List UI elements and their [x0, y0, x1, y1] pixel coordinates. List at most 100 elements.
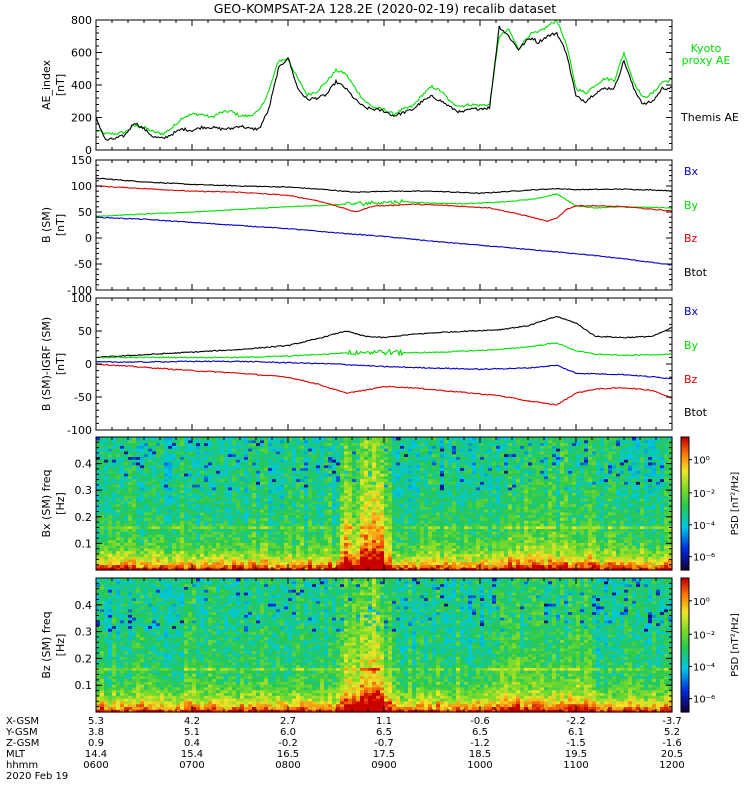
heatmap-cell	[272, 539, 277, 543]
heatmap-cell	[112, 556, 117, 560]
heatmap-cell	[388, 453, 393, 457]
heatmap-cell	[208, 473, 213, 477]
heatmap-cell	[268, 561, 273, 566]
heatmap-cell	[396, 461, 401, 466]
heatmap-cell	[428, 478, 433, 482]
heatmap-cell	[464, 489, 469, 494]
heatmap-cell	[232, 533, 237, 538]
heatmap-cell	[396, 459, 401, 463]
heatmap-cell	[252, 453, 257, 457]
heatmap-cell	[96, 478, 101, 482]
heatmap-cell	[244, 475, 249, 480]
heatmap-cell	[232, 453, 237, 457]
heatmap-cell	[264, 561, 269, 566]
heatmap-cell	[448, 500, 453, 505]
heatmap-cell	[196, 442, 201, 446]
heatmap-cell	[416, 550, 421, 554]
heatmap-cell	[152, 497, 157, 502]
heatmap-cell	[444, 459, 449, 463]
heatmap-cell	[428, 517, 433, 521]
heatmap-cell	[320, 478, 325, 482]
heatmap-cell	[424, 561, 429, 566]
heatmap-cell	[236, 439, 241, 444]
heatmap-cell	[356, 561, 361, 566]
heatmap-cell	[392, 509, 397, 513]
heatmap-cell	[396, 525, 401, 530]
heatmap-cell	[452, 547, 457, 552]
heatmap-cell	[108, 475, 113, 480]
heatmap-cell	[288, 506, 293, 510]
heatmap-cell	[240, 542, 245, 546]
heatmap-cell	[420, 442, 425, 446]
heatmap-cell	[288, 478, 293, 482]
heatmap-cell	[216, 467, 221, 471]
heatmap-cell	[252, 497, 257, 502]
heatmap-cell	[280, 481, 285, 485]
heatmap-cell	[344, 486, 349, 491]
heatmap-cell	[400, 445, 405, 449]
heatmap-cell	[344, 470, 349, 474]
heatmap-cell	[252, 509, 257, 513]
heatmap-cell	[168, 489, 173, 494]
heatmap-cell	[444, 437, 449, 441]
heatmap-cell	[96, 470, 101, 474]
heatmap-cell	[184, 525, 189, 530]
heatmap-cell	[296, 467, 301, 471]
heatmap-cell	[400, 556, 405, 560]
heatmap-cell	[364, 473, 369, 477]
heatmap-cell	[128, 448, 133, 452]
heatmap-cell	[128, 459, 133, 463]
heatmap-cell	[364, 442, 369, 446]
heatmap-cell	[240, 556, 245, 560]
heatmap-cell	[208, 506, 213, 510]
heatmap-cell	[328, 495, 333, 499]
heatmap-cell	[272, 522, 277, 527]
heatmap-cell	[160, 517, 165, 521]
heatmap-cell	[288, 556, 293, 560]
heatmap-cell	[200, 542, 205, 546]
heatmap-cell	[252, 545, 257, 549]
heatmap-cell	[364, 553, 369, 557]
heatmap-cell	[376, 503, 381, 507]
heatmap-cell	[376, 509, 381, 513]
heatmap-cell	[384, 558, 389, 563]
heatmap-cell	[164, 539, 169, 543]
heatmap-cell	[384, 475, 389, 480]
heatmap-cell	[284, 464, 289, 469]
heatmap-cell	[152, 437, 157, 441]
heatmap-cell	[472, 533, 477, 538]
heatmap-cell	[212, 509, 217, 513]
heatmap-cell	[120, 553, 125, 557]
heatmap-cell	[356, 517, 361, 521]
heatmap-cell	[200, 459, 205, 463]
heatmap-cell	[348, 511, 353, 516]
heatmap-cell	[168, 558, 173, 563]
heatmap-cell	[168, 539, 173, 543]
heatmap-cell	[412, 445, 417, 449]
heatmap-cell	[304, 445, 309, 449]
heatmap-cell	[284, 517, 289, 521]
heatmap-cell	[320, 531, 325, 535]
heatmap-cell	[168, 467, 173, 471]
y-tick-label: 150	[71, 154, 92, 167]
heatmap-cell	[240, 528, 245, 532]
heatmap-cell	[360, 456, 365, 460]
heatmap-cell	[268, 492, 273, 496]
heatmap-cell	[108, 459, 113, 463]
heatmap-cell	[104, 492, 109, 496]
heatmap-cell	[312, 542, 317, 546]
heatmap-cell	[440, 553, 445, 557]
heatmap-cell	[324, 473, 329, 477]
heatmap-cell	[260, 547, 265, 552]
heatmap-cell	[100, 533, 105, 538]
heatmap-cell	[224, 497, 229, 502]
heatmap-cell	[252, 517, 257, 521]
heatmap-cell	[136, 497, 141, 502]
heatmap-cell	[264, 475, 269, 480]
heatmap-cell	[364, 511, 369, 516]
series-btot	[96, 177, 672, 195]
heatmap-cell	[376, 497, 381, 502]
heatmap-cell	[184, 536, 189, 541]
heatmap-cell	[276, 437, 281, 441]
heatmap-cell	[420, 550, 425, 554]
